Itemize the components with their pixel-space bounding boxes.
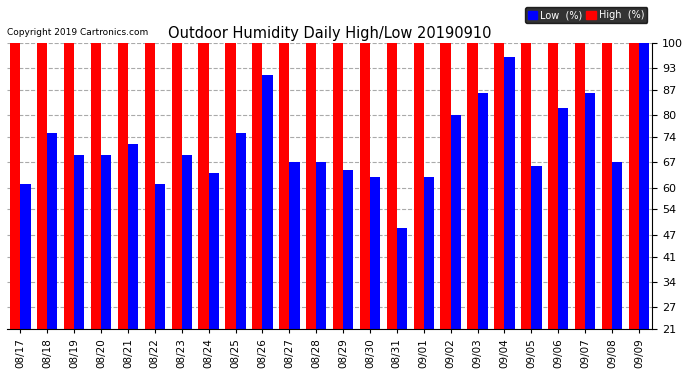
- Bar: [397, 228, 407, 329]
- Bar: [558, 108, 569, 329]
- Bar: [531, 166, 542, 329]
- Bar: [91, 0, 101, 329]
- Bar: [370, 177, 380, 329]
- Bar: [262, 75, 273, 329]
- Bar: [118, 0, 128, 329]
- Bar: [494, 0, 504, 329]
- Bar: [316, 162, 326, 329]
- Bar: [424, 177, 434, 329]
- Legend: Low  (%), High  (%): Low (%), High (%): [524, 7, 647, 23]
- Bar: [612, 162, 622, 329]
- Bar: [639, 21, 649, 329]
- Bar: [467, 0, 477, 329]
- Bar: [548, 0, 558, 329]
- Bar: [289, 162, 299, 329]
- Bar: [37, 0, 48, 329]
- Bar: [477, 93, 488, 329]
- Bar: [235, 133, 246, 329]
- Bar: [521, 10, 531, 329]
- Text: Copyright 2019 Cartronics.com: Copyright 2019 Cartronics.com: [7, 28, 148, 37]
- Bar: [74, 155, 84, 329]
- Bar: [504, 57, 515, 329]
- Bar: [440, 0, 451, 329]
- Bar: [306, 10, 316, 329]
- Bar: [575, 10, 585, 329]
- Bar: [629, 0, 639, 329]
- Bar: [181, 155, 192, 329]
- Bar: [199, 0, 208, 329]
- Bar: [48, 133, 57, 329]
- Bar: [585, 93, 595, 329]
- Title: Outdoor Humidity Daily High/Low 20190910: Outdoor Humidity Daily High/Low 20190910: [168, 26, 491, 41]
- Bar: [145, 24, 155, 329]
- Bar: [101, 155, 111, 329]
- Bar: [208, 173, 219, 329]
- Bar: [64, 0, 74, 329]
- Bar: [413, 0, 424, 329]
- Bar: [602, 10, 612, 329]
- Bar: [10, 0, 21, 329]
- Bar: [252, 0, 262, 329]
- Bar: [359, 0, 370, 329]
- Bar: [21, 184, 30, 329]
- Bar: [279, 0, 289, 329]
- Bar: [333, 0, 343, 329]
- Bar: [386, 0, 397, 329]
- Bar: [226, 13, 235, 329]
- Bar: [155, 184, 165, 329]
- Bar: [343, 170, 353, 329]
- Bar: [128, 144, 138, 329]
- Bar: [451, 115, 461, 329]
- Bar: [172, 0, 181, 329]
